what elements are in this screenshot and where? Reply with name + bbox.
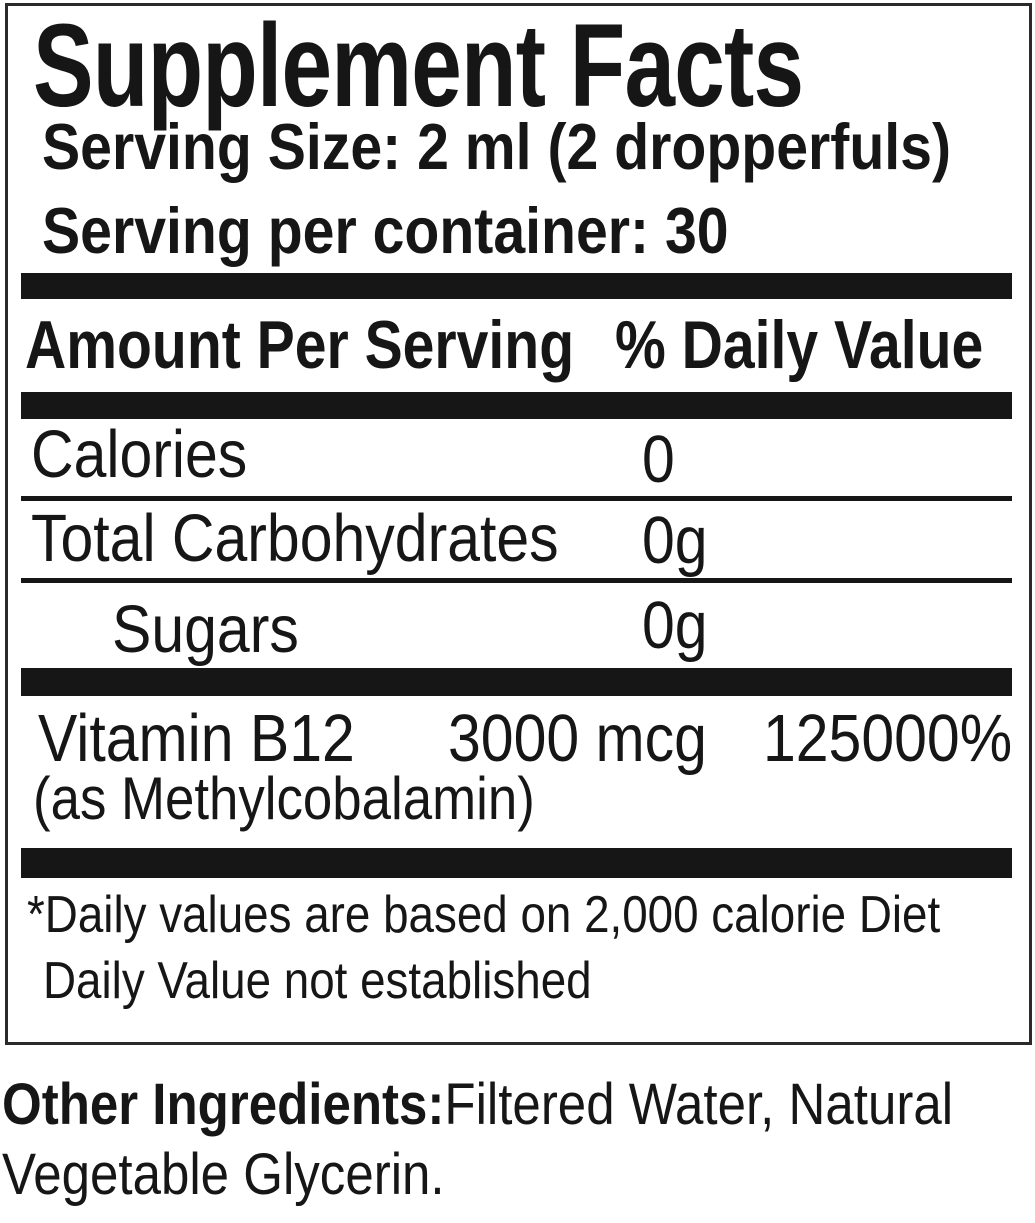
nutrient-total-carbohydrates-label: Total Carbohydrates (31, 501, 559, 576)
other-ingredients-label: Other Ingredients: (2, 1072, 445, 1137)
divider-thick-top (21, 273, 1012, 299)
serving-size-text: Serving Size: 2 ml (2 dropperfuls) (42, 110, 952, 183)
nutrient-vitamin-b12-label: Vitamin B12 (38, 701, 355, 776)
divider-thick-bottom (21, 848, 1012, 878)
nutrient-sugars-label: Sugars (112, 592, 299, 667)
nutrient-vitamin-b12-daily-value: 125000% (762, 701, 1012, 776)
nutrient-total-carbohydrates-amount: 0g (642, 503, 708, 578)
nutrient-calories-amount: 0 (642, 422, 675, 497)
divider-thin-under-carbohydrates (21, 578, 1012, 583)
footnote-daily-value-not-established: Daily Value not established (43, 952, 592, 1010)
divider-thick-under-header (21, 392, 1012, 419)
panel-title: Supplement Facts (33, 0, 804, 132)
servings-per-container-text: Serving per container: 30 (42, 194, 729, 267)
divider-thick-under-sugars (21, 668, 1012, 696)
nutrient-sugars-amount: 0g (642, 588, 708, 663)
column-header-amount-per-serving: Amount Per Serving (25, 307, 575, 383)
footnote-daily-values-basis: *Daily values are based on 2,000 calorie… (27, 886, 941, 944)
divider-thin-under-calories (21, 496, 1012, 501)
nutrient-calories-label: Calories (31, 417, 248, 492)
nutrient-vitamin-b12-amount: 3000 mcg (448, 701, 707, 776)
nutrient-vitamin-b12-source: (as Methylcobalamin) (33, 765, 535, 832)
column-header-daily-value: % Daily Value (615, 307, 984, 383)
other-ingredients-text: Filtered Water, Natural Vegetable Glycer… (2, 1072, 954, 1207)
other-ingredients-section: Other Ingredients:Filtered Water, Natura… (2, 1070, 1014, 1209)
